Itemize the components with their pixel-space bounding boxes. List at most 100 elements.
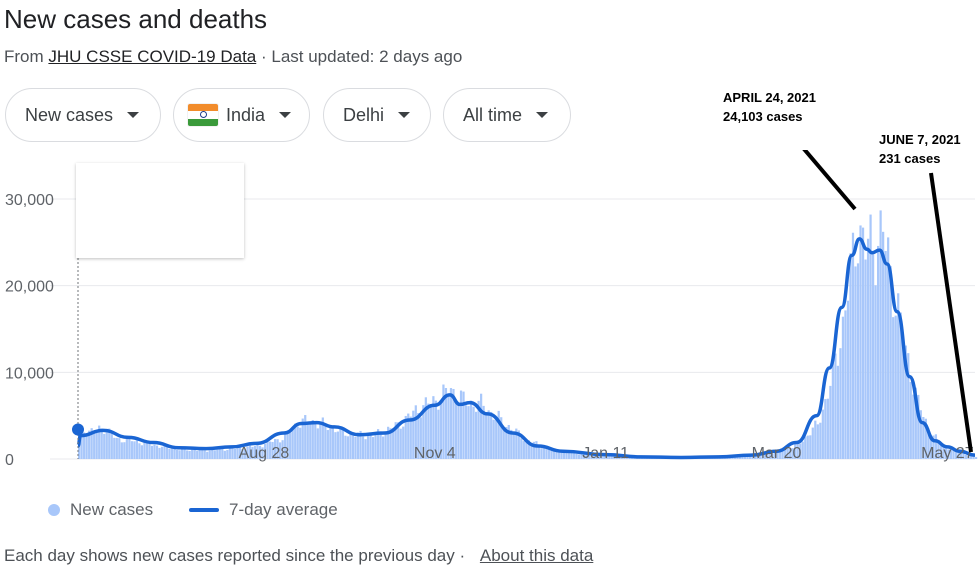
bar	[821, 409, 824, 459]
page-title: New cases and deaths	[4, 4, 268, 34]
bar	[917, 394, 920, 459]
bar	[927, 428, 930, 459]
x-tick-label: Aug 28	[239, 445, 290, 462]
annotation-peak: APRIL 24, 2021 24,103 cases	[723, 88, 816, 126]
bar	[761, 454, 764, 459]
bar	[384, 432, 387, 459]
legend-new-cases[interactable]: New cases	[48, 500, 153, 520]
bar	[766, 453, 769, 459]
bar	[583, 453, 586, 459]
bar	[118, 438, 121, 459]
bar	[942, 445, 945, 459]
bar	[854, 266, 857, 459]
bar	[439, 400, 443, 459]
about-data-link[interactable]: About this data	[479, 546, 594, 565]
bar	[907, 353, 910, 459]
bar	[256, 444, 259, 459]
bar	[95, 429, 98, 459]
bar	[304, 415, 307, 459]
bar	[537, 445, 541, 459]
bar	[957, 452, 960, 459]
cases-chart[interactable]: 0 10,000 20,000 30,000 Aug 28 Nov 4 Jan 11 Mar …	[0, 150, 980, 495]
bar	[311, 420, 314, 459]
bar	[115, 437, 118, 459]
bar	[532, 441, 535, 459]
bar	[585, 454, 588, 459]
bar	[572, 452, 576, 459]
bar	[595, 455, 598, 459]
bar	[738, 455, 742, 459]
bar	[773, 452, 777, 459]
bar	[138, 443, 141, 459]
bar	[580, 453, 583, 459]
bar	[806, 435, 809, 459]
legend-line-icon	[189, 508, 219, 512]
bar	[555, 449, 558, 459]
bar	[897, 293, 900, 459]
bar	[216, 449, 219, 459]
bar	[452, 388, 455, 459]
bar	[824, 399, 827, 459]
bar	[175, 449, 179, 459]
chevron-down-icon	[279, 112, 292, 118]
bar	[565, 451, 568, 459]
bar	[208, 450, 211, 459]
bar	[198, 449, 201, 459]
bar	[520, 438, 523, 459]
bar	[480, 393, 483, 459]
bar	[500, 417, 503, 459]
bar	[758, 453, 762, 459]
bar	[173, 448, 176, 459]
bar	[188, 450, 191, 459]
bar	[861, 227, 865, 459]
bar	[547, 448, 551, 459]
bar	[736, 456, 739, 459]
source-link[interactable]: JHU CSSE COVID-19 Data	[48, 47, 257, 66]
bar	[341, 428, 345, 459]
bar	[447, 395, 450, 459]
region-dropdown[interactable]: Delhi	[323, 88, 431, 142]
metric-dropdown[interactable]: New cases	[5, 88, 161, 142]
bar	[211, 449, 214, 459]
footer-text: Each day shows new cases reported since …	[4, 546, 455, 565]
bar	[859, 225, 862, 459]
bar	[296, 426, 299, 459]
bar	[733, 456, 737, 459]
bar	[924, 418, 927, 459]
bar	[409, 416, 412, 459]
bar	[618, 455, 621, 459]
bar	[437, 409, 440, 459]
annotation-peak-pointer	[802, 150, 857, 211]
time-range-dropdown[interactable]: All time	[443, 88, 571, 142]
country-dropdown[interactable]: India	[173, 88, 310, 142]
bar	[309, 423, 312, 459]
bar	[299, 427, 302, 459]
legend-avg-label: 7-day average	[229, 500, 338, 519]
bar	[374, 433, 377, 459]
bar	[816, 424, 819, 459]
bar	[402, 426, 405, 459]
bar	[575, 453, 578, 459]
bar	[218, 447, 221, 459]
bar	[578, 454, 581, 459]
bar	[291, 428, 294, 459]
bar	[545, 446, 548, 459]
bar	[776, 450, 779, 459]
bar	[600, 454, 603, 459]
bar	[972, 455, 975, 459]
bar	[258, 445, 262, 459]
bar	[301, 418, 304, 459]
bar	[160, 446, 164, 459]
bar	[98, 425, 101, 459]
bar	[105, 432, 108, 459]
bar	[944, 446, 948, 459]
bar	[412, 410, 415, 459]
legend-7-day-average[interactable]: 7-day average	[189, 500, 338, 520]
bar	[462, 391, 465, 459]
bar	[779, 450, 782, 459]
bar	[517, 430, 520, 459]
chevron-down-icon	[398, 112, 411, 118]
bar	[364, 439, 367, 459]
x-tick-label: May 27	[921, 445, 974, 462]
bar	[939, 444, 943, 459]
